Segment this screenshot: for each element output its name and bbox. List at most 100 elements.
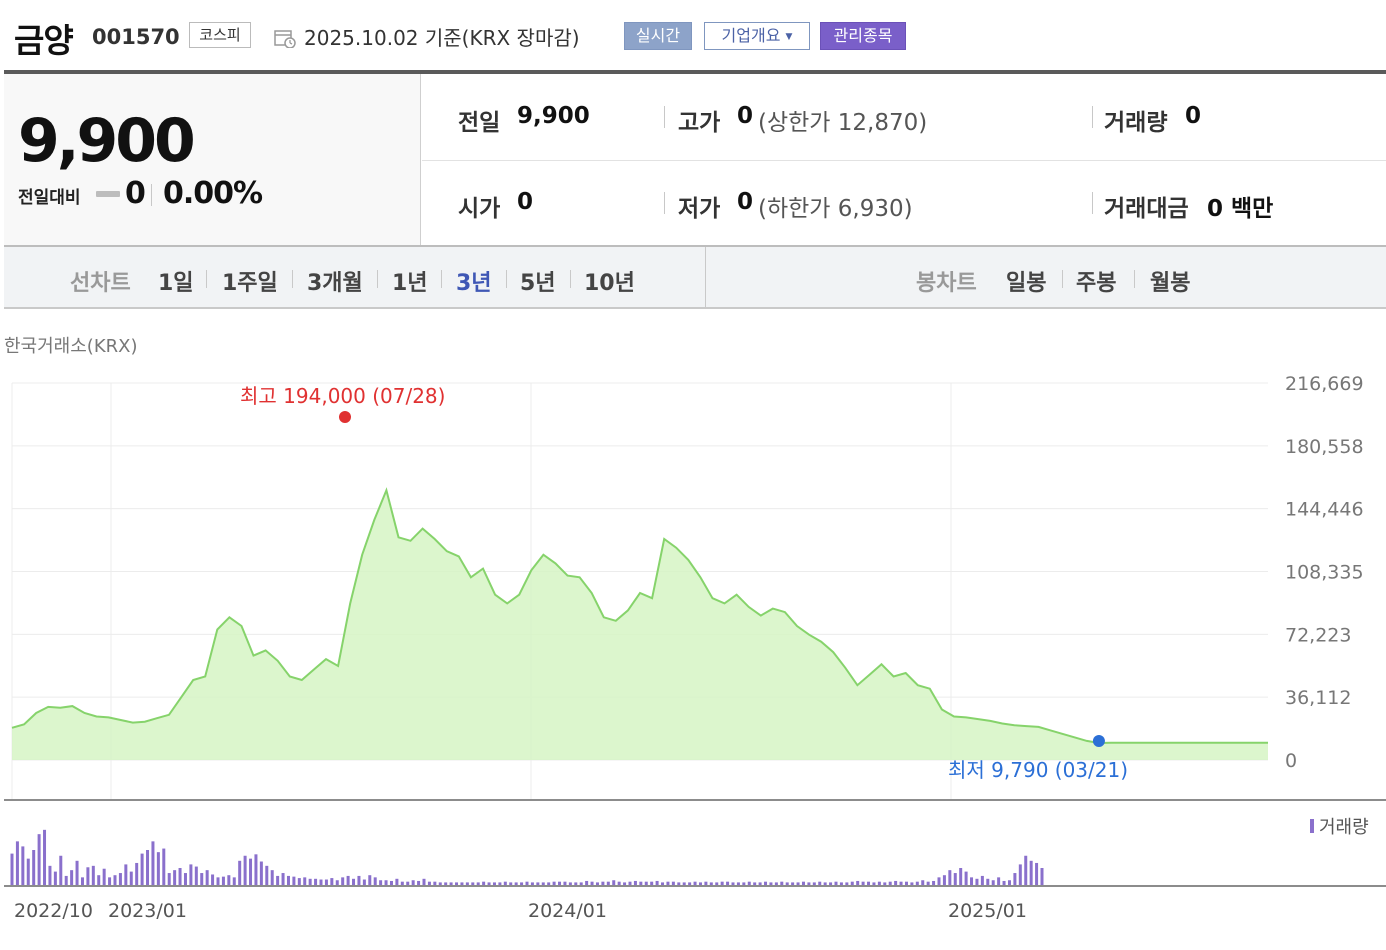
- volume-bar: [812, 882, 816, 886]
- volume-bar: [709, 882, 713, 886]
- volume-bar: [937, 877, 941, 886]
- stock-code: 001570: [92, 25, 180, 49]
- volume-bar: [503, 881, 507, 886]
- volume-bar: [921, 880, 925, 886]
- volume-bar: [64, 875, 68, 886]
- y-tick-label: 216,669: [1285, 373, 1364, 395]
- open-value: 0: [517, 189, 534, 215]
- volume-bar: [628, 881, 632, 886]
- volume-bar: [91, 865, 95, 886]
- volume-bar: [758, 882, 762, 886]
- volume-bar: [389, 880, 393, 886]
- volume-bar: [606, 881, 610, 886]
- tab-group-divider: [705, 247, 706, 309]
- price-panel: [4, 74, 421, 246]
- volume-bar: [904, 881, 908, 886]
- tab-1d[interactable]: 1일: [158, 271, 194, 296]
- volume-bar: [362, 879, 366, 886]
- volume-bar: [514, 882, 518, 886]
- candle-chart-label: 봉차트: [916, 271, 977, 296]
- divider: [1134, 270, 1135, 288]
- volume-bar: [118, 873, 122, 886]
- tab-weekly[interactable]: 주봉: [1076, 271, 1117, 296]
- volume-bar: [688, 882, 692, 886]
- volume-bar: [286, 875, 290, 886]
- volume-bar: [693, 881, 697, 886]
- base-date: 2025.10.02 기준(KRX 장마감): [304, 26, 580, 50]
- tab-monthly[interactable]: 월봉: [1150, 271, 1191, 296]
- volume-bar: [959, 868, 963, 886]
- volume-bar: [910, 882, 914, 886]
- divider: [151, 184, 152, 206]
- volume-bar: [953, 873, 957, 886]
- volume-bar: [482, 881, 486, 886]
- volume-bar: [10, 853, 14, 886]
- volume-bar: [270, 870, 274, 886]
- volume-bar: [1040, 868, 1044, 886]
- volume-bar: [932, 880, 936, 886]
- volume-bar: [259, 861, 263, 886]
- volume-bar: [650, 881, 654, 886]
- volume-bar: [15, 841, 19, 886]
- volume-bar: [162, 848, 166, 886]
- tab-3m[interactable]: 3개월: [307, 271, 363, 296]
- volume-bar: [205, 870, 209, 886]
- volume-bar: [373, 877, 377, 886]
- volume-bar: [303, 877, 307, 886]
- tab-1y[interactable]: 1년: [392, 271, 428, 296]
- volume-bar: [48, 865, 52, 886]
- volume-bar: [427, 881, 431, 886]
- volume-bar: [135, 862, 139, 886]
- volume-bar: [465, 882, 469, 886]
- company-overview-dropdown[interactable]: 기업개요 ▼: [704, 22, 810, 50]
- volume-bar: [595, 882, 599, 886]
- volume-bar: [335, 880, 339, 886]
- high-label: 최고 194,000 (07/28): [240, 384, 445, 408]
- volume-bar: [698, 882, 702, 886]
- volume-bar: [894, 880, 898, 886]
- volume-bar: [829, 882, 833, 886]
- volume-bar: [276, 875, 280, 886]
- tab-3y[interactable]: 3년: [456, 271, 492, 296]
- volume-bar: [32, 850, 36, 886]
- tab-1w[interactable]: 1주일: [222, 271, 278, 296]
- managed-stock-badge[interactable]: 관리종목: [820, 22, 906, 50]
- volume-bar: [975, 878, 979, 886]
- volume-bar: [189, 864, 193, 886]
- volume-bar: [601, 881, 605, 886]
- volume-bar: [764, 881, 768, 886]
- volume-bar: [1035, 862, 1039, 886]
- volume-bar: [590, 881, 594, 886]
- volume-bar: [59, 855, 63, 886]
- volume-bar: [173, 870, 177, 886]
- y-tick-label: 180,558: [1285, 436, 1364, 458]
- volume-bar: [541, 882, 545, 886]
- volume-bar: [86, 867, 90, 886]
- volume-bar: [612, 880, 616, 886]
- volume-bar: [292, 876, 296, 886]
- low-label: 최저 9,790 (03/21): [948, 758, 1128, 782]
- volume-bar: [183, 873, 187, 886]
- volume-bar: [915, 881, 919, 886]
- divider: [1092, 192, 1093, 214]
- tab-10y[interactable]: 10년: [584, 271, 635, 296]
- volume-bar: [1013, 873, 1017, 886]
- volume-bar: [747, 881, 751, 886]
- volume-bar: [639, 881, 643, 886]
- volume-bar: [140, 853, 144, 886]
- volume-bar: [661, 882, 665, 886]
- volume-bar: [384, 880, 388, 886]
- y-tick-label: 144,446: [1285, 499, 1364, 521]
- y-tick-label: 72,223: [1285, 624, 1351, 646]
- realtime-button[interactable]: 실시간: [624, 22, 692, 50]
- tab-5y[interactable]: 5년: [520, 271, 556, 296]
- volume-bar: [785, 882, 789, 886]
- volume-bar: [43, 829, 47, 886]
- divider: [1092, 106, 1093, 128]
- volume-bar: [200, 873, 204, 886]
- volume-bar: [227, 875, 231, 886]
- tab-daily[interactable]: 일봉: [1006, 271, 1047, 296]
- volume-bar: [964, 871, 968, 886]
- divider: [441, 270, 442, 288]
